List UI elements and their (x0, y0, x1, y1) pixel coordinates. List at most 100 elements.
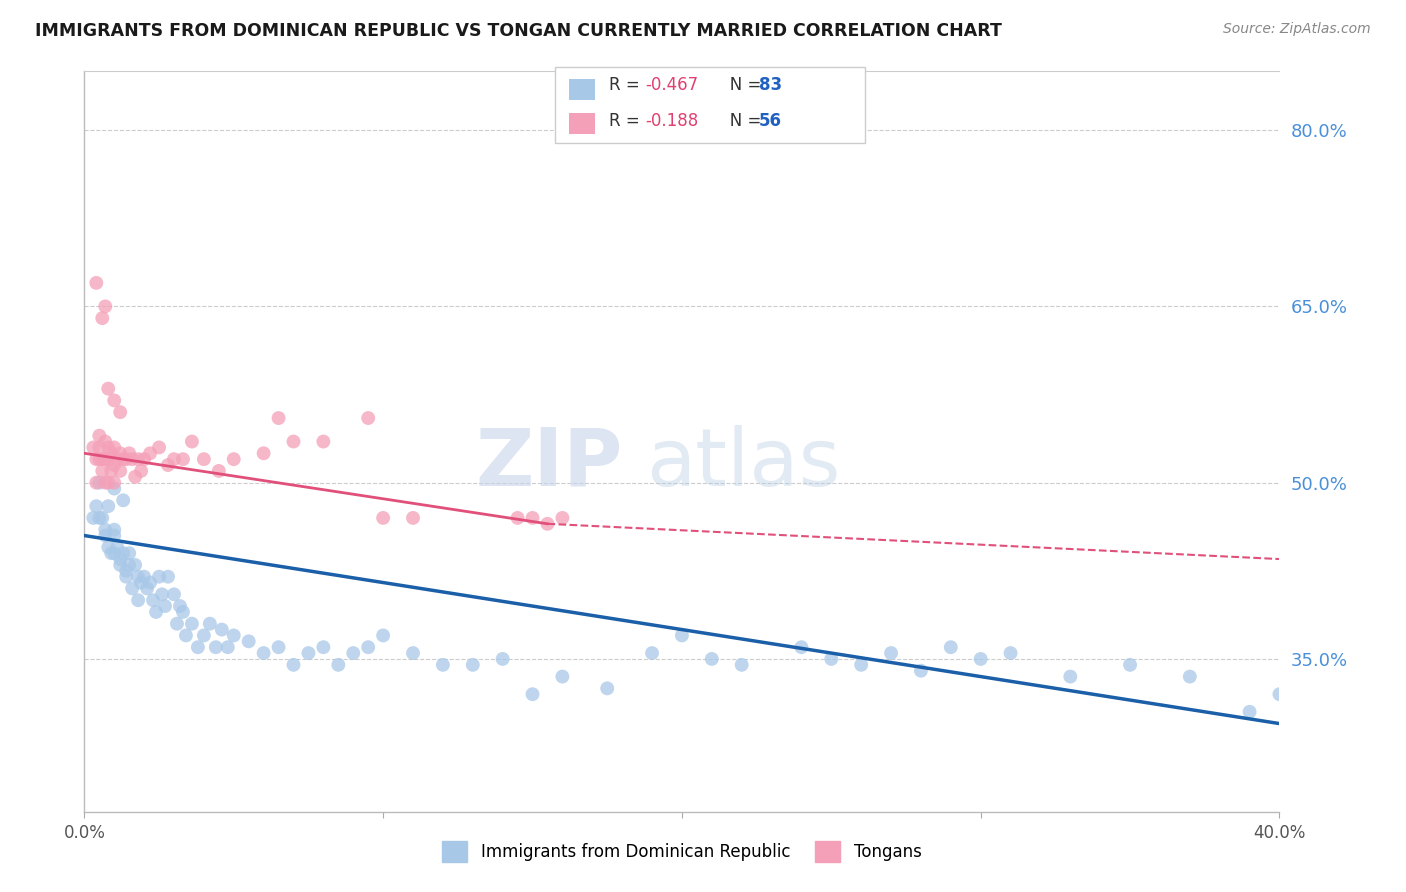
Point (103, 523, 125, 537)
Point (112, 493, 135, 508)
Text: N =: N = (714, 76, 766, 94)
Point (110, 558, 132, 572)
Point (112, 452, 135, 467)
Point (82, 511, 104, 525)
Point (112, 546, 135, 560)
Point (208, 464, 231, 478)
Point (172, 605, 194, 619)
Point (163, 452, 186, 467)
Point (1119, 657, 1142, 672)
Point (94, 434, 117, 449)
Point (342, 646, 364, 660)
Point (89, 428, 111, 442)
Point (129, 575, 152, 590)
Point (193, 628, 215, 642)
Point (172, 452, 194, 467)
Point (536, 516, 558, 531)
Point (153, 599, 176, 613)
Point (522, 687, 544, 701)
Point (100, 464, 122, 478)
Point (402, 511, 425, 525)
Point (312, 434, 335, 449)
Point (373, 511, 395, 525)
Point (132, 452, 156, 467)
Point (148, 441, 170, 455)
Point (731, 657, 754, 672)
Point (297, 646, 319, 660)
Point (105, 541, 128, 555)
Point (267, 640, 290, 655)
Point (166, 616, 188, 631)
Point (103, 482, 125, 496)
Point (97, 441, 120, 455)
Point (211, 623, 233, 637)
Text: atlas: atlas (647, 425, 841, 503)
Point (402, 646, 425, 660)
Point (700, 652, 723, 666)
Text: N =: N = (714, 112, 766, 129)
Point (461, 657, 484, 672)
Point (110, 464, 132, 478)
Point (157, 458, 180, 472)
Point (671, 628, 693, 642)
Point (89, 452, 111, 467)
Point (124, 470, 146, 484)
Point (187, 640, 209, 655)
Point (94, 452, 117, 467)
Point (492, 652, 515, 666)
Point (641, 646, 664, 660)
Point (238, 634, 260, 648)
Point (103, 393, 125, 408)
Point (148, 570, 170, 584)
Text: ZIP: ZIP (475, 425, 623, 503)
Point (132, 570, 156, 584)
Point (91, 452, 114, 467)
Point (103, 475, 125, 490)
Point (94, 299, 117, 313)
Point (880, 646, 903, 660)
Point (142, 593, 165, 607)
Text: 56: 56 (759, 112, 782, 129)
Point (97, 382, 120, 396)
Point (1239, 705, 1261, 719)
Point (105, 452, 128, 467)
Point (217, 640, 239, 655)
Point (198, 616, 221, 631)
Point (970, 652, 993, 666)
Point (267, 411, 290, 425)
Point (118, 546, 141, 560)
Point (89, 475, 111, 490)
Point (91, 511, 114, 525)
Point (115, 564, 138, 578)
Point (97, 452, 120, 467)
Point (94, 528, 117, 542)
Point (118, 446, 141, 460)
Point (357, 411, 380, 425)
Point (89, 511, 111, 525)
Point (283, 434, 305, 449)
Point (139, 446, 162, 460)
Point (86, 452, 108, 467)
Point (94, 475, 117, 490)
Point (89, 441, 111, 455)
Point (124, 558, 146, 572)
Point (181, 616, 204, 631)
Point (820, 652, 842, 666)
Point (910, 664, 932, 678)
Point (1268, 687, 1291, 701)
Point (139, 575, 162, 590)
Point (169, 599, 191, 613)
Point (103, 528, 125, 542)
Text: -0.188: -0.188 (645, 112, 699, 129)
Point (97, 499, 120, 513)
Point (115, 452, 138, 467)
Point (100, 446, 122, 460)
Point (121, 582, 143, 596)
Point (118, 558, 141, 572)
Point (163, 587, 186, 601)
Point (103, 546, 125, 560)
Point (86, 276, 108, 290)
Point (157, 570, 180, 584)
Point (373, 628, 395, 642)
Text: Source: ZipAtlas.com: Source: ZipAtlas.com (1223, 22, 1371, 37)
